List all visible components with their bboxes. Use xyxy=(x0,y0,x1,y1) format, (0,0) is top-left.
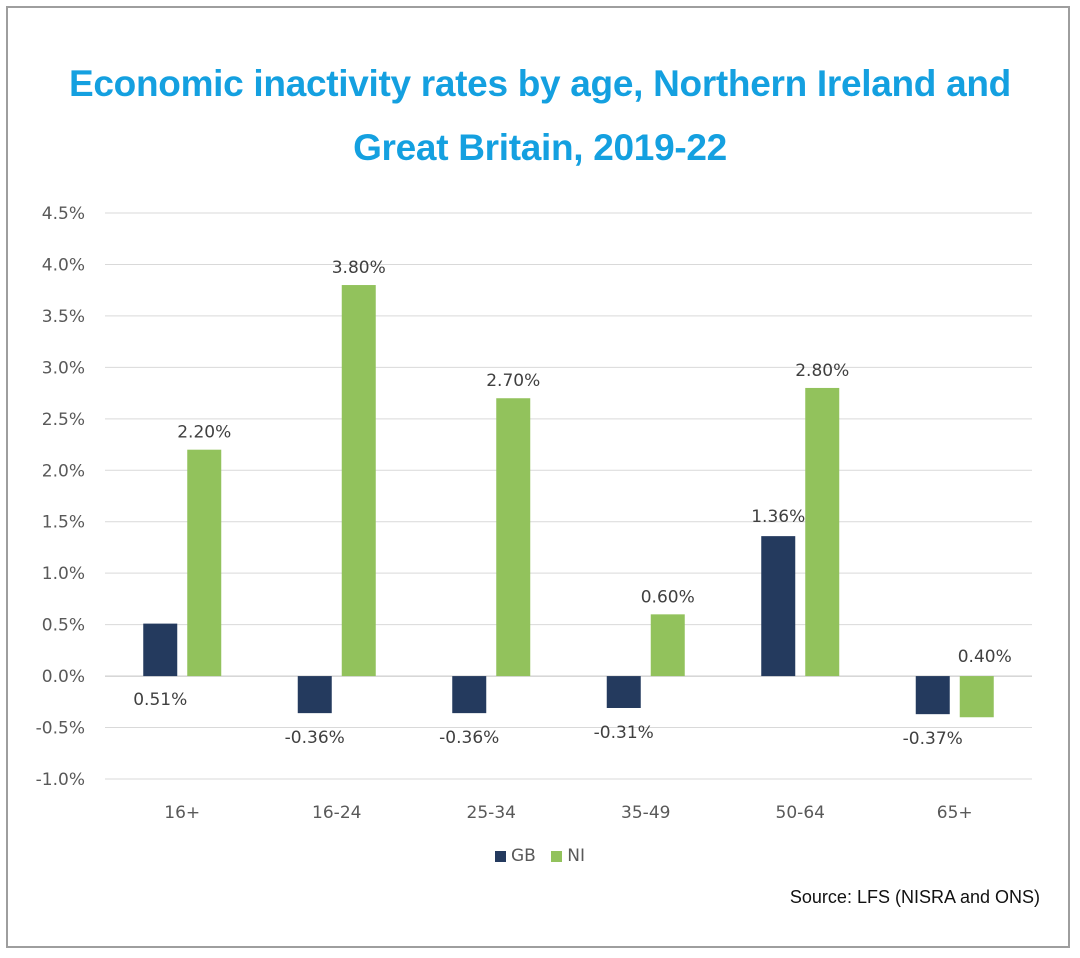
x-axis-ticks: 16+ 16-24 25-34 35-49 50-64 65+ xyxy=(164,803,972,823)
bar-gb-50-64 xyxy=(761,536,796,677)
data-labels: 0.51% 2.20% -0.36% 3.80% -0.36% 2.70% -0.31% 0.… xyxy=(133,258,1012,749)
x-tick-label: 25-34 xyxy=(467,803,516,823)
bar-ni-16-24 xyxy=(341,285,376,677)
chart-title-line-2: Great Britain, 2019-22 xyxy=(353,127,727,168)
data-label-ni: 0.40% xyxy=(958,647,1012,667)
data-label-gb: 0.51% xyxy=(133,690,187,710)
y-tick-label: 4.0% xyxy=(42,255,85,275)
data-label-ni: 2.80% xyxy=(795,361,849,381)
x-tick-label: 65+ xyxy=(937,803,973,823)
bar-ni-25-34 xyxy=(496,398,531,677)
chart-title: Economic inactivity rates by age, Northe… xyxy=(0,52,1080,180)
bars xyxy=(143,285,994,718)
legend-item-gb: GB xyxy=(495,846,536,866)
bar-gb-25-34 xyxy=(452,676,487,714)
x-tick-label: 35-49 xyxy=(621,803,670,823)
bar-ni-16+ xyxy=(187,449,222,677)
bar-gb-65+ xyxy=(915,676,950,715)
data-label-ni: 2.70% xyxy=(486,371,540,391)
y-axis-ticks: 4.5% 4.0% 3.5% 3.0% 2.5% 2.0% 1.5% 1.0% 0.5% 0.0%… xyxy=(36,204,85,790)
bar-gb-16-24 xyxy=(297,676,332,714)
legend: GB NI xyxy=(0,846,1080,867)
bar-ni-65+ xyxy=(959,676,994,718)
y-tick-label: 4.5% xyxy=(42,204,85,224)
y-tick-label: 2.5% xyxy=(42,410,85,430)
y-tick-label: 3.5% xyxy=(42,307,85,327)
data-label-ni: 0.60% xyxy=(641,587,695,607)
x-tick-label: 50-64 xyxy=(776,803,825,823)
legend-swatch-gb xyxy=(495,850,506,862)
y-tick-label: 0.0% xyxy=(42,667,85,687)
gridlines xyxy=(105,212,1032,780)
y-tick-label: 0.5% xyxy=(42,616,85,636)
data-label-gb: -0.36% xyxy=(285,728,345,748)
bar-ni-35-49 xyxy=(650,614,685,677)
y-tick-label: 3.0% xyxy=(42,358,85,378)
x-tick-label: 16+ xyxy=(164,803,200,823)
data-label-gb: -0.31% xyxy=(594,723,654,743)
bar-gb-35-49 xyxy=(606,676,641,708)
bar-ni-50-64 xyxy=(805,387,840,677)
data-label-gb: 1.36% xyxy=(751,507,805,527)
data-label-gb: -0.37% xyxy=(903,729,963,749)
legend-label-ni: NI xyxy=(567,846,585,866)
legend-swatch-ni xyxy=(551,850,563,862)
chart-frame xyxy=(6,6,1070,948)
y-tick-label: 2.0% xyxy=(42,461,85,481)
y-tick-label: -0.5% xyxy=(36,719,85,739)
x-tick-label: 16-24 xyxy=(312,803,361,823)
y-tick-label: 1.0% xyxy=(42,564,85,584)
source-note: Source: LFS (NISRA and ONS) xyxy=(789,887,1040,907)
chart-title-line-1: Economic inactivity rates by age, Northe… xyxy=(69,63,1011,104)
legend-label-gb: GB xyxy=(511,846,536,866)
legend-item-ni: NI xyxy=(551,846,585,866)
data-label-ni: 2.20% xyxy=(177,423,231,443)
y-tick-label: -1.0% xyxy=(36,770,85,790)
y-tick-label: 1.5% xyxy=(42,513,85,533)
data-label-ni: 3.80% xyxy=(332,258,386,278)
bar-gb-16+ xyxy=(143,623,178,677)
data-label-gb: -0.36% xyxy=(439,728,499,748)
